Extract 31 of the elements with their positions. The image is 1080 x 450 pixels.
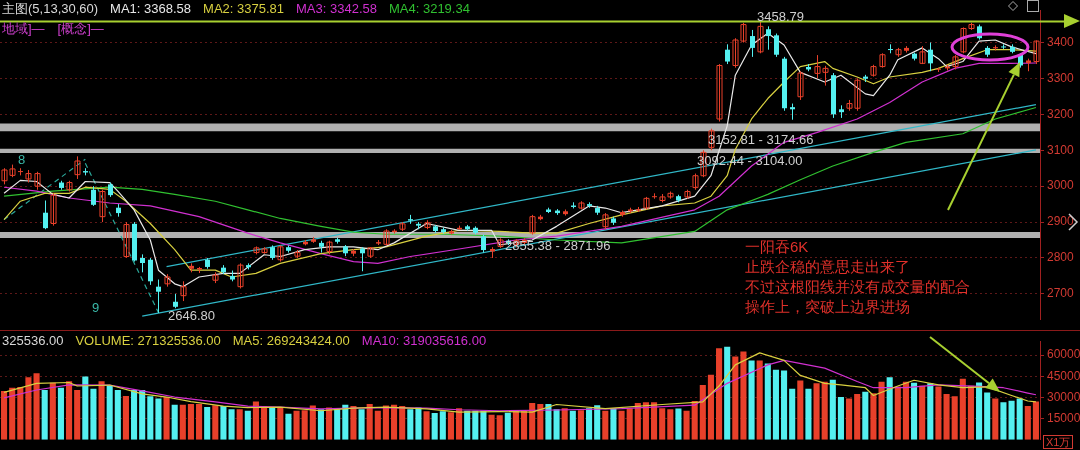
y-tick-label: 3000 (1047, 178, 1075, 193)
y-tick-label: 45000 (1047, 368, 1080, 383)
text: MA5: 269243424.00 (232, 333, 350, 348)
text: MA4: 3219.34 (388, 1, 470, 16)
chart-subtitle: VOLUME: 271325536.00 (75, 333, 221, 348)
y-tick-label: 2700 (1047, 286, 1075, 301)
y-tick-label: 3200 (1047, 106, 1075, 121)
annotation: 止跌企稳的意思走出来了 (745, 257, 910, 277)
y-tick-label: 30000 (1047, 389, 1080, 404)
y-axis-title: X1万 (1043, 435, 1074, 449)
text: MA3: 3342.58 (296, 1, 377, 16)
y-tick-label: 3100 (1047, 142, 1075, 157)
annotation: 不过这根阳线并没有成交量的配合 (745, 277, 970, 297)
y-tick-label: 2900 (1047, 214, 1075, 229)
text: 地域]— [概念]— (2, 20, 104, 38)
annotation: 一阳吞6K (745, 237, 809, 257)
y-tick-label: 15000 (1047, 410, 1080, 425)
y-tick-label: 3300 (1047, 70, 1075, 85)
annotation: 9 (92, 299, 100, 317)
text: MA1: 3368.58 (110, 1, 192, 16)
chart-title: 主图(5,13,30,60) (2, 1, 99, 16)
y-tick-label: 60000 (1047, 347, 1080, 362)
annotation: 2646.80 (168, 307, 215, 325)
text: MA2: 3375.81 (203, 1, 285, 16)
annotation: 8 (18, 151, 26, 169)
annotation: 操作上，突破上边界进场 (745, 297, 910, 317)
y-tick-label: 3400 (1047, 34, 1075, 49)
y-tick-label: 2800 (1047, 250, 1075, 265)
text: MA10: 319035616.00 (361, 333, 487, 348)
annotation: 3458.79 (757, 8, 804, 26)
chart-title: 325536.00 (2, 333, 64, 348)
